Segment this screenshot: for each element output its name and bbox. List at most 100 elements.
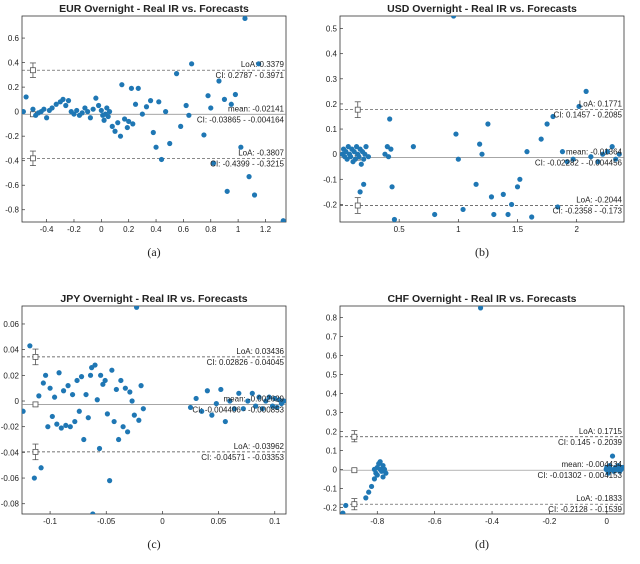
y-tick-label: 0 [15,108,20,117]
data-point [156,99,162,105]
data-point [187,404,194,411]
x-tick-label: -0.2 [543,517,557,526]
data-point [343,502,349,509]
data-point [210,160,217,166]
data-point [71,111,77,117]
plot-area [22,306,286,514]
y-tick-label: 0.06 [3,320,19,329]
data-point [128,85,135,91]
data-point [193,395,199,402]
data-point [263,398,269,404]
x-tick-label: -0.6 [428,517,442,526]
x-tick-label: -0.2 [67,225,81,234]
data-point [613,156,619,162]
y-tick-label: -0.08 [1,500,20,509]
data-point [74,107,80,114]
data-point [40,380,46,386]
y-tick-label: 0 [333,150,338,159]
data-point [368,483,375,490]
annotation-mean: mean: -0.02141 [228,104,285,113]
data-point [363,495,369,501]
data-point [45,424,51,430]
y-tick-label: -0.04 [1,448,20,457]
annotation-mean: mean: -0.002629 [224,394,285,403]
data-point [140,406,146,412]
data-point [588,154,594,160]
data-point [102,377,108,384]
data-point [143,104,150,110]
x-tick-label: -0.4 [485,517,499,526]
data-point [524,149,530,155]
data-point [96,445,103,452]
data-point [477,141,483,147]
data-point [240,406,246,412]
y-tick-label: 0 [333,465,338,474]
data-point [94,397,100,403]
data-point [508,201,515,208]
y-tick-label: 0.2 [326,427,338,436]
chart-jpy-overnight: JPY Overnight - Real IR vs. Forecasts (c… [1,293,287,551]
y-tick-label: 0.5 [326,25,338,34]
data-point [228,101,234,107]
data-point [27,343,33,349]
data-point [451,16,457,19]
annotation-lower-loa: LoA: -0.03962 [234,442,285,451]
data-point [173,71,180,77]
annotation-mean-ci: CI: -0.01302 - 0.004153 [537,471,622,480]
x-tick-label: 0 [99,225,104,234]
data-point [583,88,589,94]
annotation-upper-ci: CI: 0.145 - 0.2039 [558,438,623,447]
data-point [53,101,59,107]
annotation-upper-ci: CI: 0.1457 - 0.2085 [554,111,623,120]
ci-center-marker [30,67,36,74]
annotation-mean-ci: CI: -0.03865 - -0.004164 [197,115,285,124]
data-point [276,397,282,403]
data-point [609,453,616,459]
data-point [380,474,386,480]
y-tick-label: -0.6 [5,181,19,190]
data-point [357,189,363,195]
data-point [132,101,139,107]
data-point [348,154,354,160]
y-tick-label: -0.8 [5,206,19,215]
data-point [281,398,286,404]
data-point [564,159,570,165]
data-point [231,406,237,412]
data-point [186,112,192,118]
data-point [529,214,535,220]
data-point [72,418,78,425]
y-tick-label: 0.8 [326,313,338,322]
data-point [58,425,64,431]
data-point [117,133,124,139]
data-point [36,393,42,399]
x-tick-label: -0.05 [97,517,116,526]
annotation-mean-ci: CI: -0.02282 - -0.004456 [535,159,623,168]
data-point [101,117,107,123]
data-point [47,385,53,391]
y-tick-label: 0.2 [8,83,20,92]
data-point [374,472,380,478]
ci-center-marker [351,501,358,508]
panel-caption: (a) [147,245,160,259]
data-point [119,82,125,88]
data-point [42,372,49,378]
data-point [111,418,117,425]
ci-center-marker [354,202,361,209]
ci-center-marker [30,155,36,162]
data-point [485,121,491,127]
x-tick-label: 1.2 [260,225,272,234]
data-point [224,188,230,194]
data-point [130,121,136,127]
plot-area [340,16,624,222]
data-point [65,383,71,389]
x-tick-label: 0.6 [178,225,190,234]
data-point [488,194,495,200]
data-point [371,476,378,482]
ci-center-marker [351,467,358,474]
chart-usd-overnight: USD Overnight - Real IR vs. Forecasts (b… [323,3,625,259]
data-point [115,120,121,126]
panel-caption: (b) [475,245,489,259]
chart-title: USD Overnight - Real IR vs. Forecasts [387,3,577,15]
data-point [266,394,272,400]
plot-frame [339,15,625,223]
